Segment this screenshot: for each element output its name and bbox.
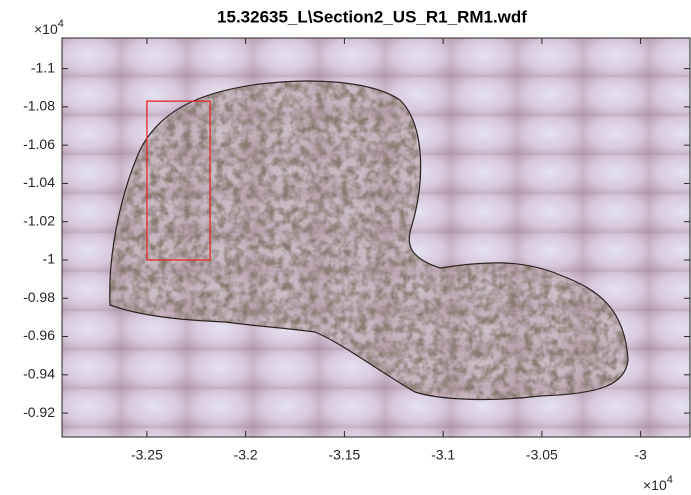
x-multiplier: ×104: [643, 474, 673, 493]
x-tick-label: -3: [634, 447, 647, 463]
x-tick-label: -3.05: [526, 447, 558, 463]
x-multiplier-exponent: 4: [667, 474, 673, 486]
y-tick-label: -1.02: [23, 212, 55, 228]
y-multiplier-base: ×10: [34, 21, 58, 37]
y-tick-label: -0.98: [23, 289, 55, 305]
y-multiplier-exponent: 4: [58, 18, 64, 30]
y-tick-label: -1.08: [23, 98, 55, 114]
y-tick-label: -0.96: [23, 327, 55, 343]
x-tick-label: -3.15: [328, 447, 360, 463]
y-tick-label: -1.06: [23, 136, 55, 152]
y-tick-label: -0.94: [23, 366, 55, 382]
image: [62, 38, 690, 437]
chart-title: 15.32635_L\Section2_US_R1_RM1.wdf: [217, 7, 527, 26]
x-tick-label: -3.2: [234, 447, 258, 463]
y-tick-label: -1: [43, 251, 56, 267]
y-tick-label: -0.92: [23, 404, 55, 420]
figure: 15.32635_L\Section2_US_R1_RM1.wdf ×104 ×…: [0, 0, 691, 495]
x-tick-label: -3.25: [131, 447, 163, 463]
x-multiplier-base: ×10: [643, 477, 667, 493]
y-tick-label: -1.1: [31, 59, 55, 75]
y-multiplier: ×104: [34, 18, 64, 37]
x-tick-label: -3.1: [431, 447, 455, 463]
y-tick-label: -1.04: [23, 174, 55, 190]
